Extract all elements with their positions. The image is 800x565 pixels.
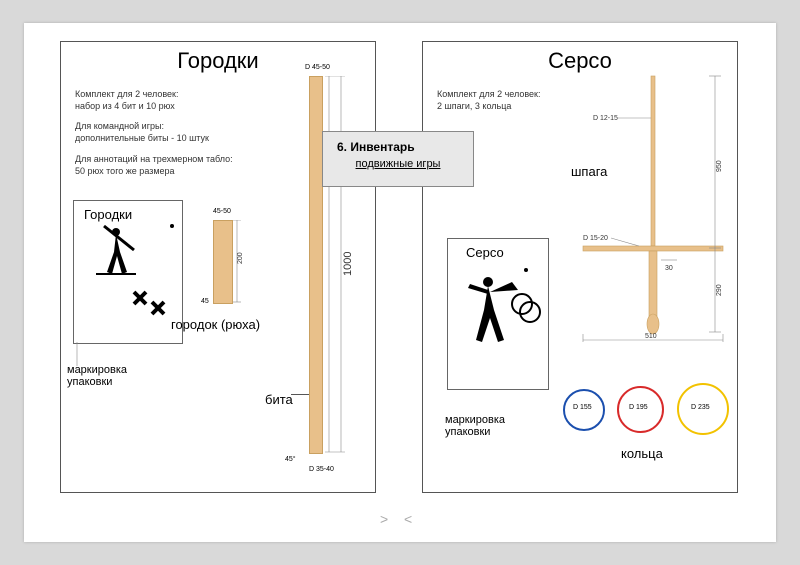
shpaga-width: 510	[645, 333, 657, 340]
serso-logo-title: Серсо	[448, 239, 548, 260]
bita-label: бита	[265, 392, 293, 407]
spec-line: Для командной игры:	[75, 120, 233, 132]
page: Городки Комплект для 2 человек: набор из…	[24, 23, 776, 542]
gorodki-logo-title: Городки	[74, 201, 182, 222]
spec-line: Комплект для 2 человек:	[437, 88, 541, 100]
bita-bevel: 45°	[285, 456, 296, 463]
panel-serso: Серсо Комплект для 2 человек: 2 шпаги, 3…	[422, 41, 738, 493]
heart-icon	[524, 268, 528, 272]
bita-dtop: D 45-50	[305, 64, 330, 71]
ryuha-shape	[213, 220, 233, 304]
shpaga-dcross: D 15-20	[583, 235, 608, 242]
serso-logo-box: Серсо	[447, 238, 549, 390]
ryuha-dtop: 45-50	[213, 208, 231, 215]
packaging-label-2: маркировка упаковки	[445, 414, 505, 438]
shpaga-label: шпага	[571, 164, 607, 179]
bita-length: 1000	[342, 252, 354, 276]
bita-shape	[309, 76, 323, 454]
spec-line: набор из 4 бит и 10 рюх	[75, 100, 233, 112]
ryuha-label: городок (рюха)	[171, 317, 260, 332]
gorodki-logo-icon	[74, 222, 182, 332]
serso-spec-block: Комплект для 2 человек: 2 шпаги, 3 кольц…	[437, 88, 541, 112]
nav-prev[interactable]: >	[380, 511, 388, 527]
leader-line	[291, 394, 309, 395]
ring-1-d: D 155	[573, 404, 592, 411]
spec-line: 50 рюх того же размера	[75, 165, 233, 177]
spec-line: Комплект для 2 человек:	[75, 88, 233, 100]
center-line2: подвижные игры	[323, 158, 473, 170]
center-line1: 6. Инвентарь	[323, 132, 473, 158]
ryuha-dims: 200	[233, 220, 253, 304]
center-card: 6. Инвентарь подвижные игры	[322, 131, 474, 187]
bita-dbot: D 35-40	[309, 466, 334, 473]
shpaga-handle: 290	[716, 284, 723, 296]
rings-label: кольца	[621, 446, 663, 461]
packaging-label: маркировка упаковки	[67, 364, 127, 388]
nav-next[interactable]: <	[404, 511, 412, 527]
ring-2-d: D 195	[629, 404, 648, 411]
panel-gorodki: Городки Комплект для 2 человек: набор из…	[60, 41, 376, 493]
serso-title: Серсо	[423, 48, 737, 74]
gorodki-logo-box: Городки	[73, 200, 183, 344]
gorodki-spec-block: Комплект для 2 человек: набор из 4 бит и…	[75, 88, 233, 177]
ryuha-bevel: 45	[201, 298, 209, 305]
shpaga-drawing: 950 290 510 30 D 12-15 D 15-20	[569, 72, 729, 342]
shpaga-gap: 30	[665, 265, 673, 272]
ryuha-height: 200	[237, 252, 244, 264]
spec-line: Для аннотаций на трехмерном табло:	[75, 153, 233, 165]
spec-line: дополнительные биты - 10 штук	[75, 132, 233, 144]
ring-3-d: D 235	[691, 404, 710, 411]
shpaga-len: 950	[716, 160, 723, 172]
serso-logo-icon	[448, 260, 548, 380]
rings-group: D 155 D 195 D 235	[563, 378, 733, 438]
shpaga-dtop: D 12-15	[593, 115, 618, 122]
spec-line: 2 шпаги, 3 кольца	[437, 100, 541, 112]
heart-icon	[170, 224, 174, 228]
